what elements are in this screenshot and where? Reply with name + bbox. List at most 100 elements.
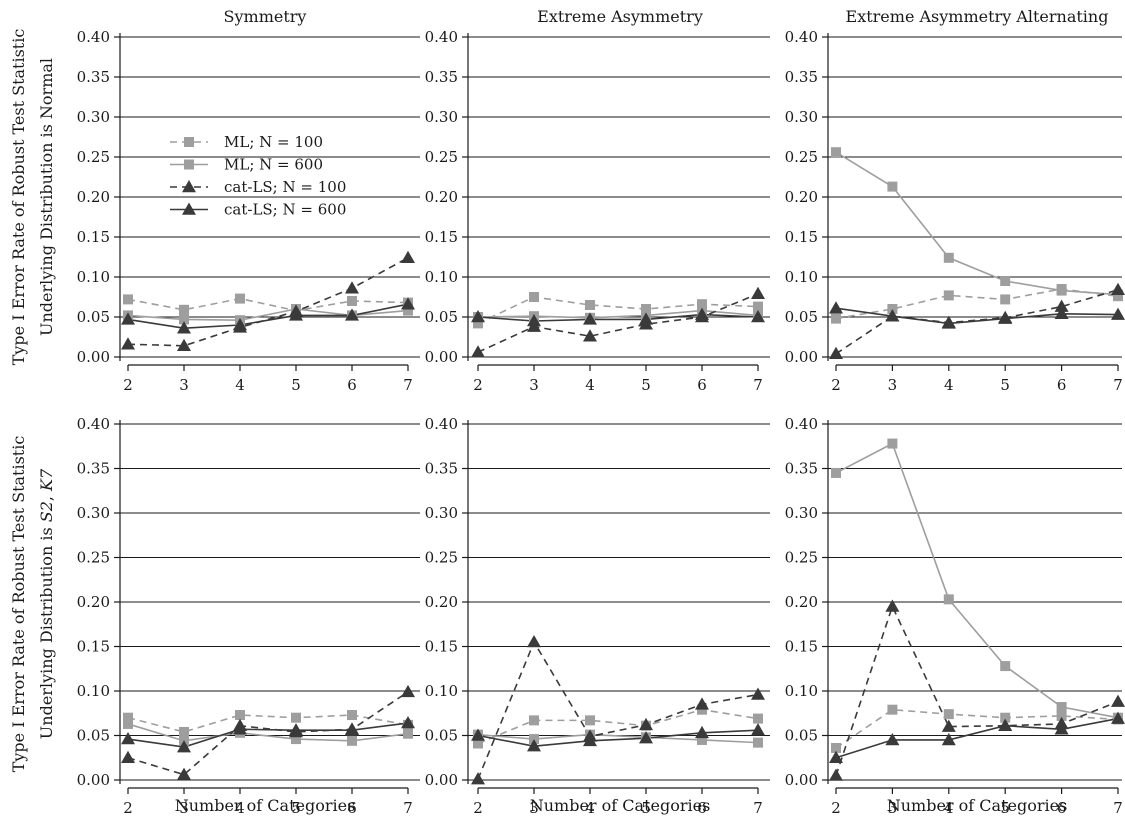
y-tick-label: 0.20 [77,593,110,611]
y-tick-label: 0.10 [77,268,110,286]
legend-marker [182,202,196,215]
y-tick-label: 0.10 [425,682,458,700]
x-tick-label: 2 [831,376,841,394]
data-point [585,715,595,726]
y-tick-label: 0.05 [785,308,818,326]
data-point [401,684,415,698]
data-point [887,704,898,715]
data-point [235,293,245,304]
data-point [235,710,245,721]
column-title-2: Extreme Asymmetry Alternating [846,7,1109,26]
data-point [1111,711,1125,724]
data-point [829,301,843,314]
data-point [695,307,709,320]
data-point [527,635,541,648]
y-tick-label: 0.20 [785,188,818,206]
column-title-0: Symmetry [224,7,307,26]
panels: 0.00 0.05 0.10 0.15 0.20 0.25 0.30 0.35 0.40 2 3 4 5… [77,28,1125,817]
y-tick-label: 0.35 [785,68,818,86]
y-tick-label: 0.05 [425,308,458,326]
y-tick-label: 0.30 [785,108,818,126]
row-labels: Type I Error Rate of Robust Test Statist… [9,29,56,773]
data-point [751,723,765,736]
y-tick-label: 0.25 [785,148,818,166]
data-point [887,304,898,314]
y-tick-label: 0.10 [785,268,818,286]
y-tick-label: 0.20 [425,593,458,611]
legend-label: ML; N = 100 [224,133,323,151]
data-point [233,722,247,735]
y-tick-label: 0.25 [77,148,110,166]
x-tick-label: 6 [697,376,707,394]
column-title-1: Extreme Asymmetry [537,7,703,26]
y-tick-label: 0.25 [425,549,458,567]
series-line-cat-ls-n-100 [127,691,409,776]
series-line-ml-n-600 [477,309,759,319]
data-point [121,312,135,325]
series-line-ml-n-100 [477,296,759,325]
data-point [471,728,485,741]
data-point [943,252,954,263]
data-point [639,717,653,731]
y-tick-label: 0.40 [785,28,818,46]
data-point [885,732,900,746]
data-point [179,304,189,315]
x-tick-label: 7 [403,376,413,394]
data-point [697,704,707,715]
data-point [583,312,597,325]
data-point [401,297,415,310]
row-label-part: Underlying Distribution is [37,522,56,739]
x-tick-label: 4 [585,376,595,394]
series-line-ml-n-600 [127,723,409,742]
x-tick-label: 7 [403,799,413,817]
x-tick-label: 6 [697,799,707,817]
series-line-ml-n-600 [127,308,409,322]
series-line-cat-ls-n-600 [127,722,409,748]
data-point [887,181,898,192]
x-axis-labels: Number of Categories Number of Categories… [175,796,1068,815]
legend-entry-0: ML; N = 100 [170,133,323,151]
data-point [473,738,483,749]
x-tick-label: 7 [1113,376,1123,394]
data-point [1054,722,1069,735]
x-tick-label: 3 [888,799,898,817]
data-point [831,313,841,324]
data-point [291,712,301,723]
x-tick-label: 5 [641,799,651,817]
x-tick-label: 4 [944,799,954,817]
y-tick-label: 0.25 [425,148,458,166]
panel-r0-c2: 0.00 0.05 0.10 0.15 0.20 0.25 0.30 0.35 0.40 2 3 4 5… [785,28,1125,394]
series-line-ml-n-100 [127,297,409,312]
y-tick-label: 0.40 [425,28,458,46]
legend-entry-1: ML; N = 600 [170,156,323,174]
data-point [121,337,135,350]
y-tick-label: 0.40 [77,415,110,433]
x-tick-label: 3 [179,376,189,394]
data-point [471,772,485,785]
y-tick-label: 0.05 [785,727,818,745]
data-point [1056,710,1067,721]
x-tick-label: 6 [1057,376,1067,394]
data-point [1054,299,1069,312]
row-label-line: Underlying Distribution is S2, K7 [37,468,56,739]
data-point [179,726,189,737]
y-tick-label: 0.40 [77,28,110,46]
data-point [1000,712,1011,723]
series-line-ml-n-600 [835,151,1119,296]
y-tick-label: 0.35 [425,460,458,478]
row-label-part: , [37,491,56,501]
x-tick-label: 3 [529,799,539,817]
data-point [751,310,765,323]
x-tick-label: 7 [753,376,763,394]
x-tick-label: 4 [944,376,954,394]
x-tick-label: 4 [235,376,245,394]
data-point [583,733,597,747]
data-point [829,768,843,781]
y-tick-label: 0.35 [77,460,110,478]
data-point [529,715,539,726]
series-line-cat-ls-n-600 [835,717,1119,759]
row-label-line: Underlying Distribution is Normal [37,58,56,336]
panel-r0-c0: 0.00 0.05 0.10 0.15 0.20 0.25 0.30 0.35 0.40 2 3 4 5… [77,28,420,394]
series-line-ml-n-600 [835,442,1119,719]
